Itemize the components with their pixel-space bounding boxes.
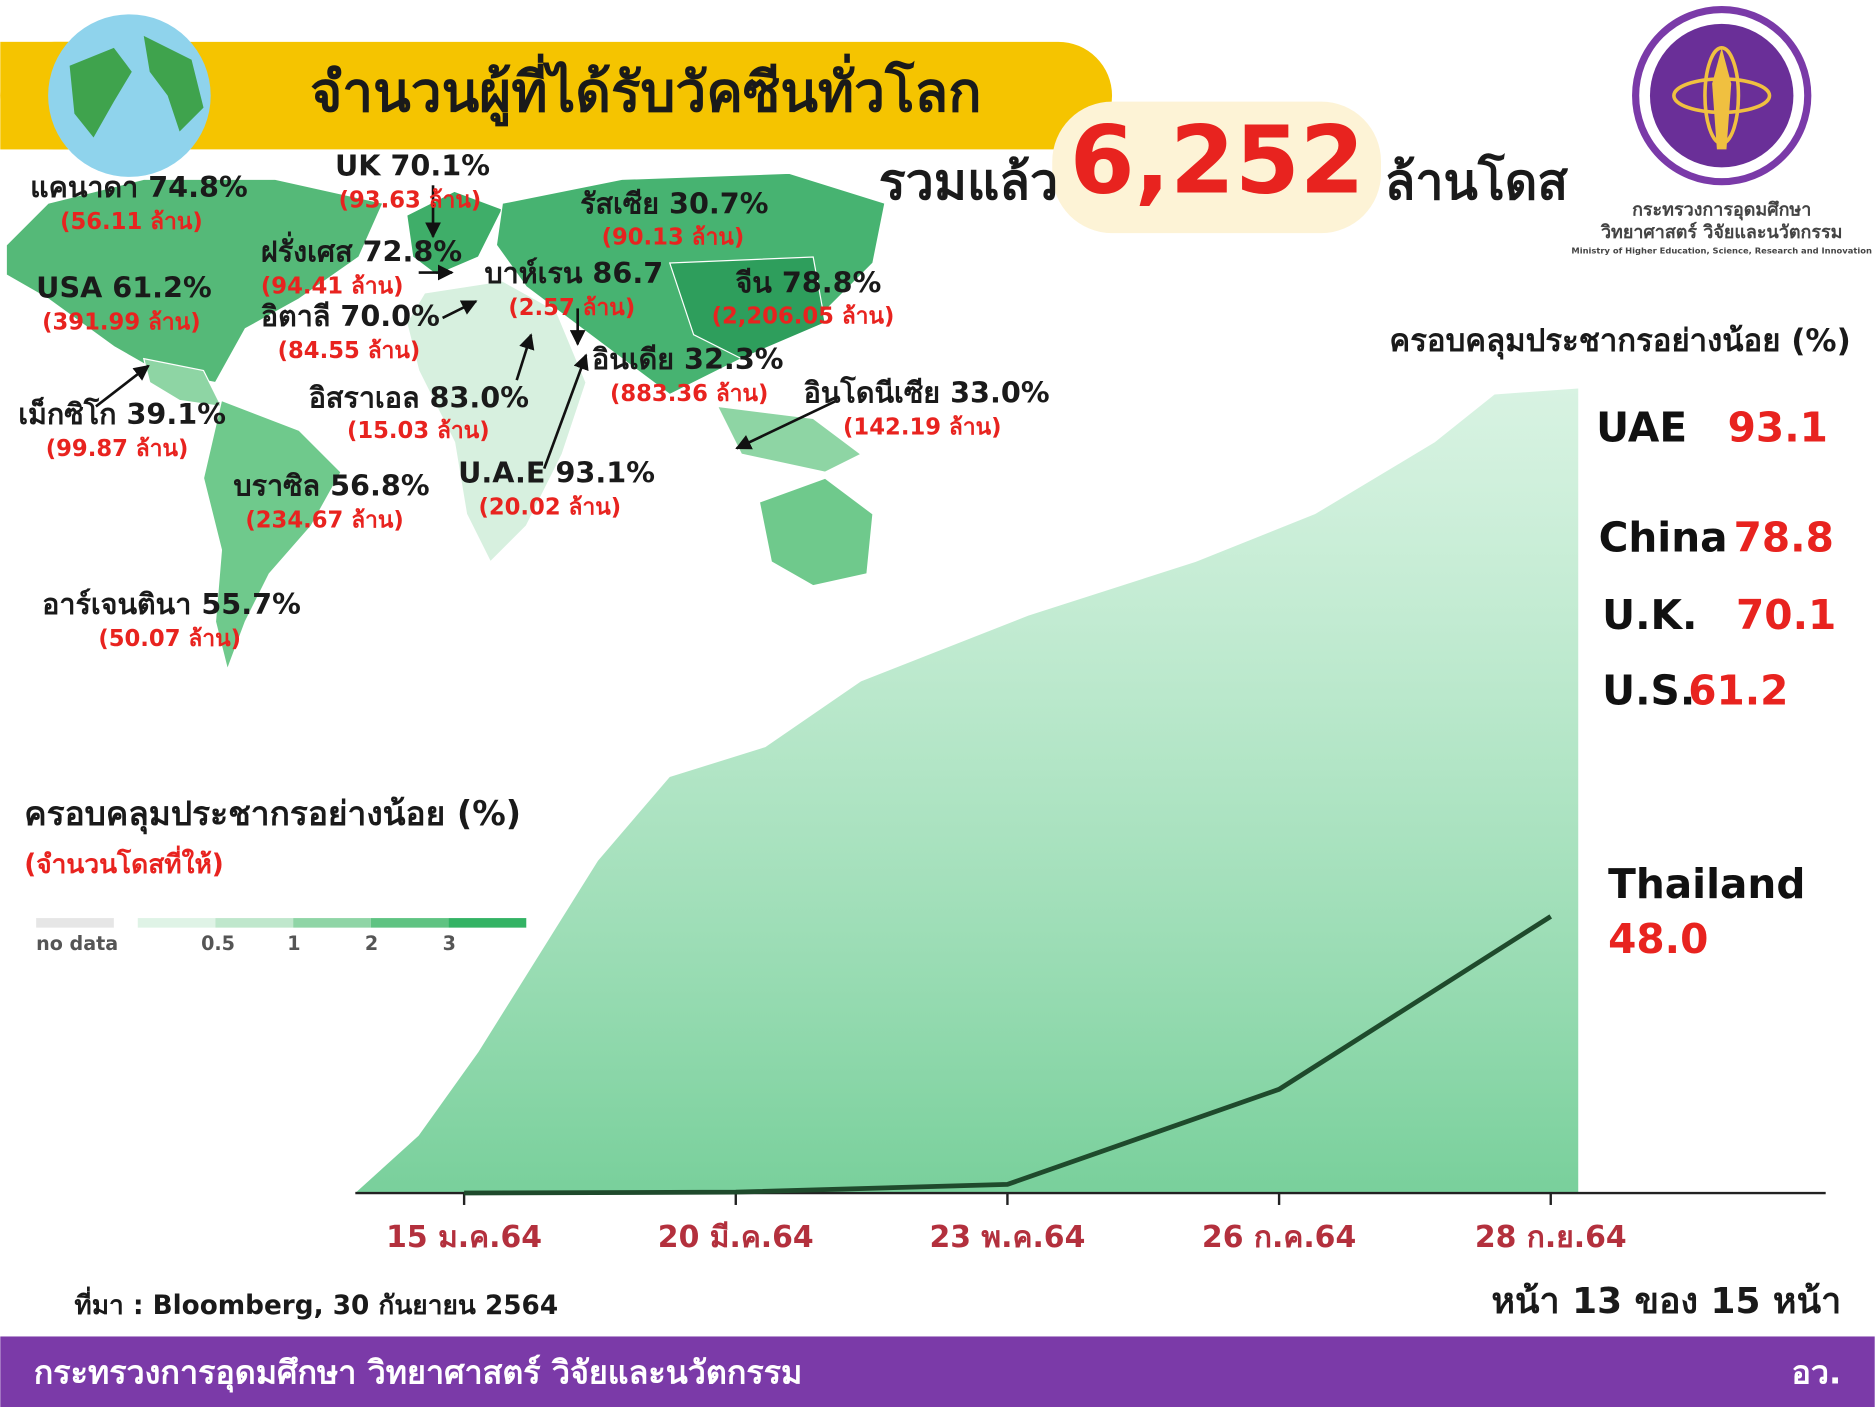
globe-land bbox=[69, 35, 204, 138]
page-number: หน้า 13 ของ 15 หน้า bbox=[1491, 1281, 1841, 1322]
x-tick-label: 20 มี.ค.64 bbox=[658, 1220, 814, 1255]
country-doses: (234.67 ล้าน) bbox=[245, 508, 403, 534]
country-label: เม็กซิโก 39.1% bbox=[18, 396, 226, 431]
x-tick-label: 28 ก.ย.64 bbox=[1475, 1220, 1627, 1255]
country-doses: (93.63 ล้าน) bbox=[339, 187, 482, 213]
country-doses: (99.87 ล้าน) bbox=[46, 436, 189, 462]
legend-label: no data bbox=[36, 932, 118, 955]
highlight-value: 78.8 bbox=[1734, 513, 1834, 561]
country-doses: (84.55 ล้าน) bbox=[278, 338, 421, 364]
highlight-name: China bbox=[1599, 513, 1728, 561]
series-end-label: 48.0 bbox=[1608, 915, 1708, 963]
total-prefix: รวมแล้ว bbox=[879, 152, 1059, 211]
highlight-value: 70.1 bbox=[1736, 591, 1836, 639]
country-doses: (50.07 ล้าน) bbox=[98, 626, 241, 652]
country-label: UK 70.1% bbox=[335, 148, 490, 182]
footer-org: กระทรวงการอุดมศึกษา วิทยาศาสตร์ วิจัยและ… bbox=[34, 1354, 803, 1394]
country-doses: (2,206.05 ล้าน) bbox=[712, 303, 895, 329]
legend-label: 0.5 bbox=[201, 932, 235, 955]
legend-scale bbox=[36, 918, 527, 928]
country-label: อิตาลี 70.0% bbox=[261, 299, 440, 333]
country-label: จีน 78.8% bbox=[735, 266, 881, 300]
country-label: อาร์เจนตินา 55.7% bbox=[42, 587, 301, 621]
arrows bbox=[95, 185, 838, 470]
title-banner bbox=[0, 41, 1113, 150]
logo-text: Ministry of Higher Education, Science, R… bbox=[1571, 246, 1872, 256]
country-doses: (2.57 ล้าน) bbox=[508, 295, 635, 321]
highlight-value: 93.1 bbox=[1728, 403, 1828, 451]
total-unit: ล้านโดส bbox=[1385, 152, 1569, 211]
highlight-name: U.K. bbox=[1602, 591, 1697, 639]
logo-text: กระทรวงการอุดมศึกษา bbox=[1632, 199, 1811, 220]
series-name: Thailand bbox=[1608, 860, 1805, 908]
highlight-name: UAE bbox=[1596, 403, 1687, 451]
country-doses: (56.11 ล้าน) bbox=[60, 209, 203, 235]
country-doses: (142.19 ล้าน) bbox=[843, 414, 1001, 440]
source: ที่มา : Bloomberg, 30 กันยายน 2564 bbox=[74, 1286, 558, 1321]
country-label: USA 61.2% bbox=[36, 270, 212, 304]
logo-emblem bbox=[1712, 47, 1732, 150]
series-line bbox=[464, 914, 1553, 1196]
x-tick-label: 26 ก.ค.64 bbox=[1202, 1220, 1356, 1255]
title: จำนวนผู้ที่ได้รับวัคซีนทั่วโลก bbox=[310, 53, 981, 127]
legend-label: 1 bbox=[287, 932, 300, 955]
footer-abbr: อว. bbox=[1791, 1354, 1841, 1392]
x-tick-label: 23 พ.ค.64 bbox=[929, 1220, 1085, 1255]
legend-label: 3 bbox=[443, 932, 456, 955]
country-label: U.A.E 93.1% bbox=[458, 456, 655, 490]
country-doses: (94.41 ล้าน) bbox=[261, 273, 404, 299]
footer-bar bbox=[0, 1336, 1875, 1407]
country-doses: (391.99 ล้าน) bbox=[42, 309, 200, 335]
total: 6,252 bbox=[1070, 106, 1365, 215]
highlight-value: 61.2 bbox=[1688, 666, 1788, 714]
country-label: อินเดีย 32.3% bbox=[592, 342, 784, 376]
country-doses: (20.02 ล้าน) bbox=[478, 495, 621, 521]
country-label: อินโดนีเซีย 33.0% bbox=[804, 374, 1050, 409]
world-map bbox=[5, 172, 886, 672]
country-label: บาห์เรน 86.7 bbox=[484, 256, 663, 290]
chart-title: ครอบคลุมประชากรอย่างน้อย (%) bbox=[1389, 323, 1850, 360]
legend-subtitle: (จำนวนโดสที่ให้) bbox=[24, 845, 224, 880]
country-label: บราซิล 56.8% bbox=[233, 469, 429, 503]
country-doses: (883.36 ล้าน) bbox=[610, 381, 768, 407]
legend-title: ครอบคลุมประชากรอย่างน้อย (%) bbox=[24, 794, 521, 835]
country-label: รัสเซีย 30.7% bbox=[580, 187, 768, 221]
country-doses: (15.03 ล้าน) bbox=[347, 418, 490, 444]
country-label: อิสราเอล 83.0% bbox=[309, 380, 529, 414]
logo-text: วิทยาศาสตร์ วิจัยและนวัตกรรม bbox=[1600, 221, 1842, 243]
chart-background-lines bbox=[355, 388, 1579, 1194]
total-pill bbox=[1052, 101, 1381, 234]
highlight-name: U.S. bbox=[1602, 666, 1695, 714]
country-label: แคนาดา 74.8% bbox=[30, 170, 248, 204]
legend-label: 2 bbox=[365, 932, 378, 955]
country-label: ฝรั่งเศส 72.8% bbox=[261, 230, 462, 268]
country-doses: (90.13 ล้าน) bbox=[602, 224, 745, 250]
x-tick-label: 15 ม.ค.64 bbox=[386, 1220, 542, 1255]
